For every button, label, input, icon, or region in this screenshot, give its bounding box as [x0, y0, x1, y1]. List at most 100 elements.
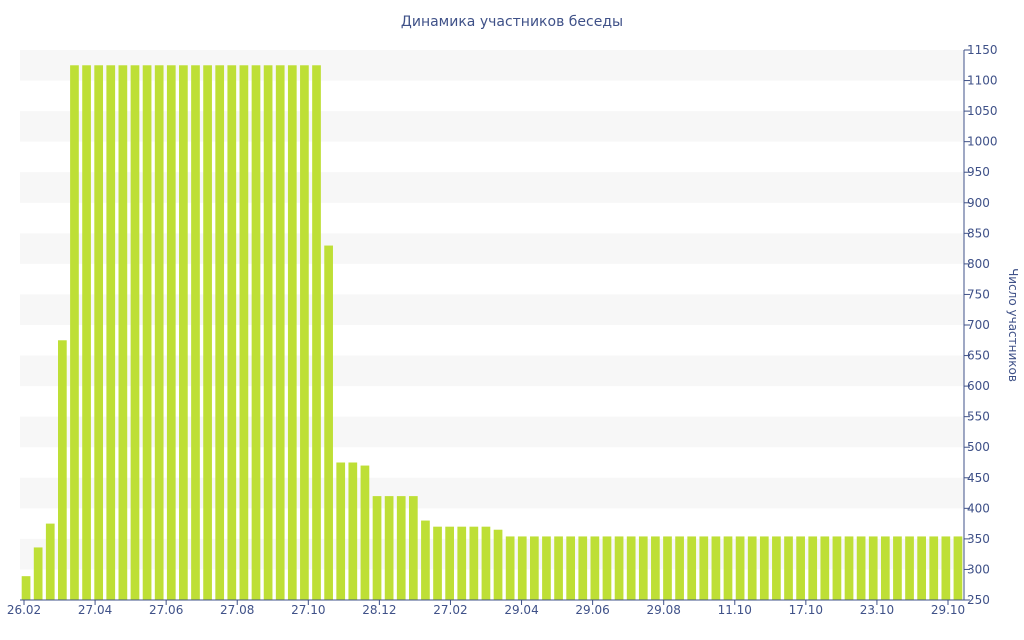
- y-tick-label: 1150: [967, 43, 998, 57]
- x-tick-label: 29.06: [575, 603, 609, 617]
- bar: [457, 526, 467, 600]
- bar: [505, 536, 515, 600]
- bar: [796, 536, 805, 600]
- grid-band: [20, 233, 964, 264]
- grid-band: [20, 477, 964, 509]
- bar: [868, 536, 878, 600]
- y-axis-title: Число участников: [1006, 268, 1020, 382]
- bar: [832, 536, 842, 600]
- y-tick-label: 800: [967, 257, 990, 271]
- x-tick-label: 29.04: [504, 603, 538, 617]
- bar: [166, 65, 176, 600]
- bar: [735, 536, 745, 600]
- bar: [227, 65, 237, 600]
- y-tick-label: 700: [967, 318, 990, 332]
- x-tick-label: 29.10: [931, 603, 965, 617]
- y-tick-label: 950: [967, 165, 990, 179]
- x-tick-label: 27.08: [220, 603, 254, 617]
- bar: [772, 536, 781, 600]
- bar: [421, 520, 430, 600]
- bar: [590, 536, 600, 600]
- bar: [747, 536, 757, 600]
- bar: [154, 65, 164, 600]
- bar: [45, 523, 55, 600]
- bar: [70, 65, 79, 600]
- bar: [179, 65, 188, 600]
- bar: [469, 526, 479, 600]
- y-tick-label: 350: [967, 532, 990, 546]
- bar: [856, 536, 866, 600]
- bar: [917, 536, 926, 600]
- grid-band: [20, 294, 964, 325]
- bar: [263, 65, 273, 600]
- bar: [130, 65, 140, 600]
- bar: [759, 536, 769, 600]
- bar: [880, 536, 890, 600]
- y-tick-label: 300: [967, 562, 990, 576]
- x-tick-label: 23.10: [860, 603, 894, 617]
- bar: [578, 536, 588, 600]
- bar: [21, 576, 31, 600]
- x-tick-label: 27.02: [433, 603, 467, 617]
- bar: [638, 536, 648, 600]
- bar: [300, 65, 309, 600]
- bar: [687, 536, 697, 600]
- bar: [142, 65, 152, 600]
- bar: [675, 536, 684, 600]
- bar: [360, 465, 370, 600]
- bar: [287, 65, 297, 600]
- bar: [723, 536, 733, 600]
- bar: [602, 536, 612, 600]
- bar: [941, 536, 951, 600]
- bar: [33, 547, 43, 600]
- x-tick-label: 27.04: [78, 603, 112, 617]
- bar: [905, 536, 914, 600]
- grid-band: [20, 172, 964, 203]
- bar: [203, 65, 212, 600]
- bar: [118, 65, 128, 600]
- bar: [820, 536, 830, 600]
- bar: [82, 65, 91, 600]
- bar: [784, 536, 793, 600]
- bar: [493, 529, 503, 600]
- x-tick-label: 28.12: [362, 603, 396, 617]
- y-tick-label: 1100: [967, 74, 998, 88]
- bar: [554, 536, 563, 600]
- bar: [542, 536, 551, 600]
- x-tick-label: 26.02: [7, 603, 41, 617]
- y-tick-label: 600: [967, 379, 990, 393]
- bar: [324, 245, 333, 600]
- grid-band: [20, 355, 964, 387]
- chart-title: Динамика участников беседы: [400, 14, 624, 30]
- bar: [106, 65, 116, 600]
- bar: [699, 536, 709, 600]
- bar: [336, 462, 346, 600]
- bar-series: [21, 65, 963, 600]
- bar: [893, 536, 902, 600]
- grid-bands: [20, 50, 964, 570]
- bar: [808, 536, 818, 600]
- y-tick-label: 1000: [967, 135, 998, 149]
- bar: [844, 536, 854, 600]
- bar: [530, 536, 539, 600]
- bar: [239, 65, 249, 600]
- bar: [626, 536, 636, 600]
- y-tick-label: 550: [967, 410, 990, 424]
- bar: [312, 65, 321, 600]
- bar: [348, 462, 358, 600]
- bar: [94, 65, 104, 600]
- bar: [651, 536, 660, 600]
- bar: [215, 65, 225, 600]
- y-tick-label: 1050: [967, 104, 998, 118]
- bar: [517, 536, 527, 600]
- bar: [372, 496, 382, 600]
- bar: [58, 340, 67, 600]
- y-tick-label: 850: [967, 226, 990, 240]
- bar: [396, 496, 406, 600]
- x-tick-label: 29.08: [647, 603, 681, 617]
- y-tick-label: 750: [967, 287, 990, 301]
- bar: [481, 526, 491, 600]
- y-tick-label: 500: [967, 440, 990, 454]
- x-tick-label: 27.10: [291, 603, 325, 617]
